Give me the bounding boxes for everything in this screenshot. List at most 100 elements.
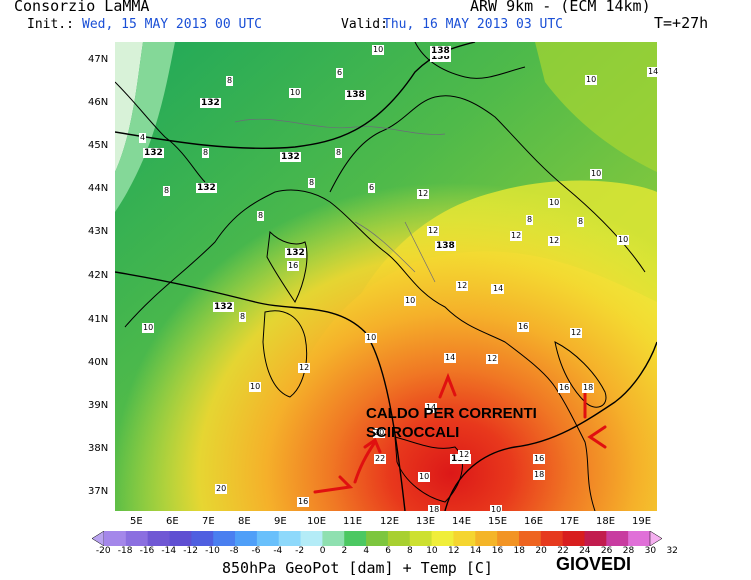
lon-label: 16E	[524, 516, 544, 527]
geopotential-label: 132	[143, 148, 164, 158]
temperature-label: 16	[297, 497, 310, 507]
temperature-label: 8	[163, 186, 171, 196]
geopotential-label: 138	[430, 52, 451, 62]
lat-label: 42N	[88, 270, 109, 281]
lon-label: 10E	[307, 516, 327, 527]
colorbar-swatch	[191, 531, 214, 546]
colorbar-swatch	[235, 531, 258, 546]
colorbar-swatch	[366, 531, 389, 546]
temperature-label: 10	[490, 505, 503, 515]
colorbar-swatch	[169, 531, 192, 546]
colorbar-swatch	[409, 531, 433, 546]
temperature-label: 6	[336, 68, 344, 78]
producer-title: Consorzio LaMMA	[14, 0, 150, 15]
temperature-label: 14	[444, 353, 457, 363]
temperature-label: 14	[492, 284, 505, 294]
temperature-label: 8	[577, 217, 585, 227]
colorbar-swatch	[518, 531, 542, 546]
temperature-label: 4	[139, 133, 147, 143]
lat-label: 39N	[88, 400, 109, 411]
colorbar-swatch	[344, 531, 367, 546]
temperature-label: 8	[257, 211, 265, 221]
colorbar-label: 16	[491, 546, 504, 556]
temperature-label: 10	[590, 169, 603, 179]
colorbar-swatch	[584, 531, 607, 546]
geopotential-label: 132	[280, 152, 301, 162]
temperature-label: 14	[647, 67, 660, 77]
lat-label: 38N	[88, 443, 109, 454]
colorbar-label: -12	[183, 546, 198, 556]
lat-label: 45N	[88, 140, 109, 151]
lat-label: 40N	[88, 357, 109, 368]
lon-label: 9E	[274, 516, 287, 527]
arrow-calabria	[438, 372, 457, 399]
colorbar-swatch	[300, 531, 323, 546]
temperature-label: 20	[215, 484, 228, 494]
lat-label: 46N	[88, 97, 109, 108]
temperature-label: 8	[308, 178, 316, 188]
temperature-label: 10	[142, 323, 155, 333]
temperature-label: 12	[298, 363, 311, 373]
lat-label: 41N	[88, 314, 109, 325]
colorbar-swatch	[322, 531, 345, 546]
colorbar-label: 22	[557, 546, 569, 556]
arrow-sicily	[353, 437, 382, 484]
temperature-label: 10	[585, 75, 598, 85]
temperature-label: 16	[287, 261, 300, 271]
temperature-label: 16	[533, 454, 546, 464]
lon-label: 13E	[416, 516, 436, 527]
valid-label: Valid:	[341, 17, 388, 32]
colorbar-swatch	[387, 531, 411, 546]
colorbar-label: 24	[579, 546, 591, 556]
colorbar	[92, 531, 662, 546]
temperature-label: 8	[226, 76, 234, 86]
model-title: ARW 9km - (ECM 14km)	[470, 0, 651, 15]
lon-label: 6E	[166, 516, 179, 527]
temperature-label: 16	[517, 322, 530, 332]
colorbar-swatch	[628, 531, 651, 546]
colorbar-swatch	[497, 531, 520, 546]
lon-label: 14E	[452, 516, 472, 527]
temperature-label: 18	[428, 505, 441, 515]
geopotential-label: 132	[213, 302, 234, 312]
temperature-label: 10	[617, 235, 630, 245]
geopotential-label: 132	[200, 98, 221, 108]
colorbar-swatch	[104, 531, 127, 546]
colorbar-swatch	[562, 531, 585, 546]
lon-label: 11E	[343, 516, 363, 527]
colorbar-label: -10	[205, 546, 220, 556]
lon-label: 18E	[596, 516, 616, 527]
colorbar-label: 2	[341, 546, 348, 556]
day-label: GIOVEDI	[556, 554, 632, 574]
colorbar-label: 26	[600, 546, 613, 556]
temperature-label: 10	[372, 45, 385, 55]
temperature-label: 22	[374, 454, 387, 464]
temperature-label: 12	[427, 226, 440, 236]
temperature-label: 12	[548, 236, 561, 246]
geopotential-label: 132	[285, 248, 306, 258]
temperature-label: 8	[526, 215, 534, 225]
temperature-label: 18	[582, 383, 595, 393]
lon-label: 7E	[202, 516, 215, 527]
annotation-line-2: SCIROCCALI	[366, 424, 460, 441]
variable-label: 850hPa GeoPot [dam] + Temp [C]	[222, 559, 493, 577]
lon-label: 8E	[238, 516, 251, 527]
lat-label: 43N	[88, 226, 109, 237]
temperature-label: 18	[533, 470, 546, 480]
colorbar-label: 30	[644, 546, 657, 556]
colorbar-label: -20	[95, 546, 111, 556]
temperature-label: 10	[249, 382, 262, 392]
colorbar-label: 10	[426, 546, 438, 556]
temperature-label: 12	[417, 189, 430, 199]
lat-label: 37N	[88, 486, 109, 497]
colorbar-min-arrow	[92, 531, 105, 546]
colorbar-label: -8	[229, 546, 239, 556]
lon-label: 15E	[488, 516, 508, 527]
colorbar-swatch	[606, 531, 629, 546]
colorbar-swatch	[213, 531, 236, 546]
colorbar-swatch	[256, 531, 280, 546]
annotation-text: CALDO PER CORRENTI SCIROCCALI	[366, 404, 537, 442]
lon-label: 17E	[560, 516, 580, 527]
ne-field	[535, 42, 657, 172]
init-label: Init.:	[27, 17, 74, 32]
